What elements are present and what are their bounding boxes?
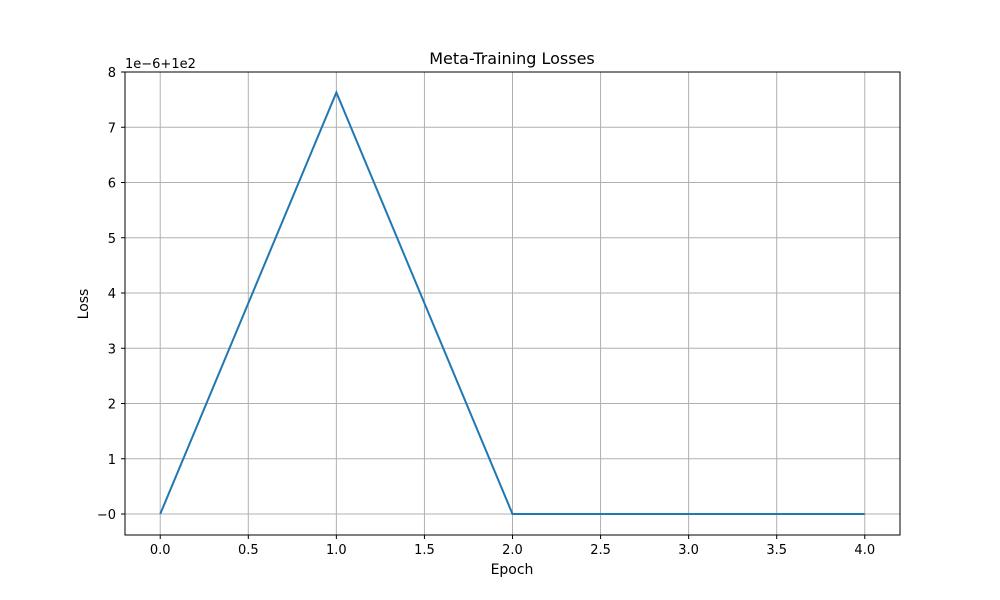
y-tick-label: 2 <box>108 398 116 413</box>
x-tick-label: 0.0 <box>150 543 171 558</box>
chart-title: Meta-Training Losses <box>429 49 595 68</box>
y-tick-label: 8 <box>108 66 116 81</box>
x-tick-label: 1.0 <box>326 543 347 558</box>
series-layer <box>159 89 865 515</box>
y-axis-offset-label: 1e−6+1e2 <box>125 57 196 72</box>
y-tick-label: 1 <box>108 453 116 468</box>
grid <box>125 71 900 535</box>
y-tick-label: 4 <box>108 287 116 302</box>
y-tick-label: 5 <box>108 232 116 247</box>
y-axis-label: Loss <box>76 289 92 320</box>
x-tick-label: 3.5 <box>766 543 787 558</box>
y-tick-label: 3 <box>108 342 116 357</box>
x-axis-label: Epoch <box>491 562 534 578</box>
series-line-loss <box>159 89 865 515</box>
y-tick-label: 6 <box>108 177 116 192</box>
x-tick-label: 2.5 <box>590 543 611 558</box>
x-tick-label: 4.0 <box>854 543 875 558</box>
y-tick-label: −0 <box>97 508 116 523</box>
x-tick-label: 3.0 <box>678 543 699 558</box>
y-axis-ticks: −0 1 2 3 4 5 6 7 8 <box>97 66 125 523</box>
x-axis-ticks: 0.0 0.5 1.0 1.5 2.0 2.5 3.0 3.5 4.0 <box>150 535 875 558</box>
y-tick-label: 7 <box>108 121 116 136</box>
x-tick-label: 2.0 <box>502 543 523 558</box>
x-tick-label: 0.5 <box>238 543 259 558</box>
x-tick-label: 1.5 <box>414 543 435 558</box>
